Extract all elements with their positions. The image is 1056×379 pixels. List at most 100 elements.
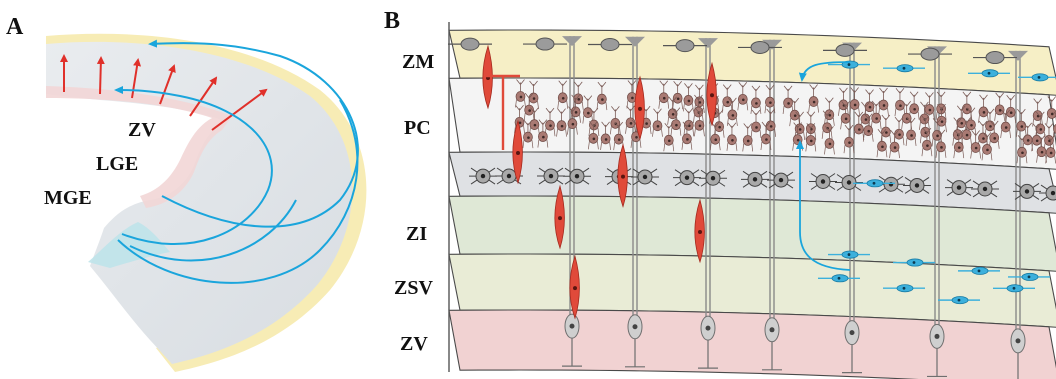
pyramidal-cell	[567, 106, 578, 135]
subplate-cell	[809, 173, 837, 190]
pyramidal-cell	[880, 114, 892, 144]
pyramidal-cell	[727, 97, 738, 126]
subplate-cell	[835, 174, 863, 191]
label-zv-a: ZV	[128, 119, 156, 141]
pyramidal-cell	[870, 100, 882, 130]
pyramidal-cell	[921, 127, 933, 157]
pyramidal-cell	[1043, 123, 1055, 152]
pyramidal-cell	[988, 120, 1000, 149]
tangential-interneuron	[1018, 73, 1056, 82]
cortex-layers	[448, 29, 1056, 379]
pyramidal-cell	[709, 121, 721, 151]
subplate-cell	[537, 167, 565, 185]
radial-migration-arrows	[60, 54, 268, 131]
pyramidal-cell	[537, 119, 549, 148]
panel-b: B ZM PC ZI ZSV ZV	[384, 8, 1056, 379]
tangential-arrow	[148, 39, 359, 228]
tangential-interneuron	[968, 69, 1010, 78]
pyramidal-cell	[726, 122, 738, 151]
pyramidal-cell	[515, 79, 526, 108]
pyramidal-cell	[1015, 108, 1027, 138]
pyramidal-cell	[588, 121, 599, 150]
tangential-arrow	[114, 86, 273, 245]
radial-arrow	[159, 64, 176, 105]
pyramidal-cell	[570, 94, 581, 123]
migrating-neuron-nucleus	[638, 106, 642, 111]
tangential-interneuron	[993, 284, 1035, 293]
pyramidal-cell	[824, 126, 835, 155]
pyramidal-cell	[652, 108, 663, 137]
subplate-cell	[1013, 183, 1041, 200]
pyramidal-cell	[522, 119, 534, 149]
migrating-neuron-nucleus	[558, 216, 562, 221]
marginal-zone-cell	[823, 43, 867, 57]
pyramidal-cell	[805, 123, 817, 152]
subplate-cell	[741, 170, 769, 188]
subplate-cell	[699, 169, 727, 187]
tangential-interneuron	[818, 274, 860, 283]
pyramidal-cell	[840, 101, 851, 130]
pyramidal-cell	[1005, 94, 1017, 124]
migrating-neuron-nucleus	[698, 229, 702, 234]
marginal-zone-cell	[588, 37, 632, 51]
panel-b-letter: B	[384, 8, 400, 34]
tangential-interneuron	[883, 64, 925, 73]
marginal-zone-cell	[973, 51, 1017, 65]
pyramidal-cell	[596, 81, 608, 111]
layer-band-zv	[448, 309, 1056, 379]
mge-lip	[88, 222, 170, 268]
layer-label-zv-b: ZV	[400, 333, 428, 355]
pyramidal-cell	[556, 108, 567, 137]
pyramidal-cell	[935, 129, 947, 158]
label-lge: LGE	[96, 153, 138, 175]
migrating-neuron-nucleus	[516, 151, 520, 156]
radial-arrow	[211, 88, 268, 131]
layer-label-zi: ZI	[406, 223, 427, 245]
pyramidal-cell	[953, 129, 965, 159]
tangential-interneuron	[958, 266, 1000, 275]
tangential-interneuron	[828, 250, 870, 259]
pyramidal-cell	[908, 91, 920, 120]
pyramidal-cell	[658, 80, 670, 109]
tangential-arrow	[129, 199, 297, 262]
marginal-zone-cell	[738, 40, 782, 54]
pyramidal-cell	[970, 130, 982, 159]
subplate-cell	[877, 175, 905, 193]
pyramidal-cell	[1031, 122, 1043, 152]
marginal-zone-cell	[523, 37, 567, 51]
pyramidal-cell	[582, 95, 594, 124]
pyramidal-cell	[742, 123, 754, 152]
pyramidal-cell	[1046, 96, 1056, 125]
pyramidal-cell	[764, 84, 776, 114]
tangential-arrow	[117, 99, 359, 284]
pyramidal-cell	[694, 84, 705, 113]
pyramidal-cell	[572, 81, 584, 110]
pyramidal-cell	[613, 121, 625, 151]
ventricular-zone-band	[46, 86, 232, 208]
pyramidal-cell	[808, 84, 819, 113]
migrating-neuron-leading-process	[486, 74, 520, 150]
radial-arrow	[96, 56, 105, 95]
pyramidal-cell	[750, 85, 762, 114]
radial-arrow	[131, 58, 142, 99]
pyramidal-cell	[600, 121, 611, 150]
pyramidal-cell	[1016, 134, 1028, 164]
subplate-cell	[673, 169, 701, 187]
subplate-cell	[469, 167, 497, 185]
pyramidal-cell	[782, 85, 794, 114]
pyramidal-cell	[737, 82, 749, 111]
pyramidal-cell	[876, 129, 888, 158]
layer-label-zm: ZM	[402, 51, 434, 73]
layer-label-zsv: ZSV	[394, 277, 433, 299]
pyramidal-cell	[889, 129, 900, 159]
subplate-cell	[1039, 184, 1056, 202]
pyramidal-cell	[750, 109, 762, 138]
pyramidal-cell	[981, 132, 993, 161]
radial-glia-cell	[1008, 50, 1028, 379]
pyramidal-cell	[952, 117, 964, 146]
marginal-zone-cell	[663, 39, 707, 53]
migrating-neuron-nucleus	[621, 174, 625, 179]
tangential-interneuron	[853, 179, 895, 188]
tangential-migration-arrows	[114, 39, 359, 284]
pyramidal-cell	[760, 121, 772, 151]
